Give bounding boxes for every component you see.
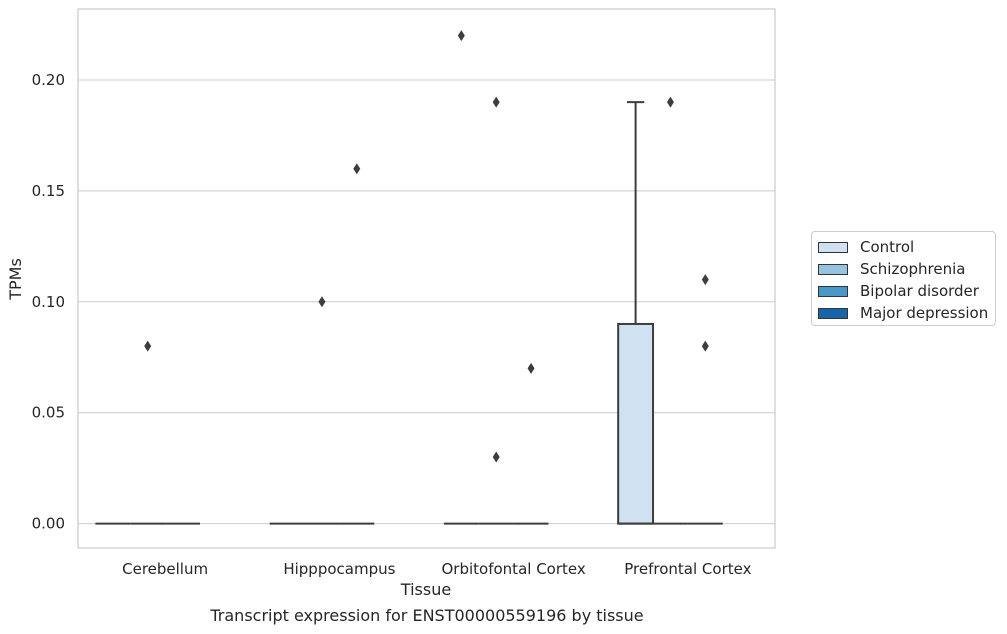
outlier-point: [353, 163, 361, 175]
outlier-point: [666, 96, 674, 108]
legend-item: Control: [818, 236, 995, 258]
outlier-point: [457, 30, 465, 42]
y-tick-labels: 0.00 0.05 0.10 0.15 0.20: [32, 71, 65, 533]
y-tick-label: 0.05: [32, 404, 65, 422]
legend-label: Control: [860, 238, 915, 256]
box-marks: [95, 30, 723, 525]
legend-label: Bipolar disorder: [860, 282, 979, 300]
x-tick-label: Orbitofontal Cortex: [442, 560, 586, 578]
chart-title: Transcript expression for ENST0000055919…: [210, 606, 644, 625]
legend-label: Major depression: [860, 304, 989, 322]
legend-swatch: [818, 307, 848, 319]
legend-swatch: [818, 285, 848, 297]
legend-label: Schizophrenia: [860, 260, 966, 278]
legend-item: Schizophrenia: [818, 258, 995, 280]
outlier-point: [492, 451, 500, 463]
outlier-point: [701, 340, 709, 352]
y-tick-label: 0.10: [32, 293, 65, 311]
x-tick-label: Cerebellum: [122, 560, 208, 578]
outlier-point: [318, 296, 326, 308]
x-axis-title: Tissue: [400, 580, 451, 599]
legend-swatch: [818, 263, 848, 275]
y-tick-label: 0.00: [32, 515, 65, 533]
x-tick-labels: Cerebellum Hipppocampus Orbitofontal Corte…: [122, 560, 751, 578]
x-tick-label: Prefrontal Cortex: [624, 560, 751, 578]
outlier-point: [144, 340, 152, 352]
legend: Control Schizophrenia Bipolar disorder Majo…: [811, 231, 996, 326]
outlier-point: [527, 362, 535, 374]
y-tick-label: 0.15: [32, 182, 65, 200]
legend-item: Major depression: [818, 302, 995, 324]
legend-swatch: [818, 241, 848, 253]
box: [617, 322, 655, 525]
plot-area: [77, 8, 776, 549]
outlier-point: [701, 274, 709, 286]
x-tick-label: Hipppocampus: [283, 560, 395, 578]
legend-item: Bipolar disorder: [818, 280, 995, 302]
y-axis-title: TPMs: [6, 258, 25, 301]
y-tick-label: 0.20: [32, 71, 65, 89]
outlier-point: [492, 96, 500, 108]
